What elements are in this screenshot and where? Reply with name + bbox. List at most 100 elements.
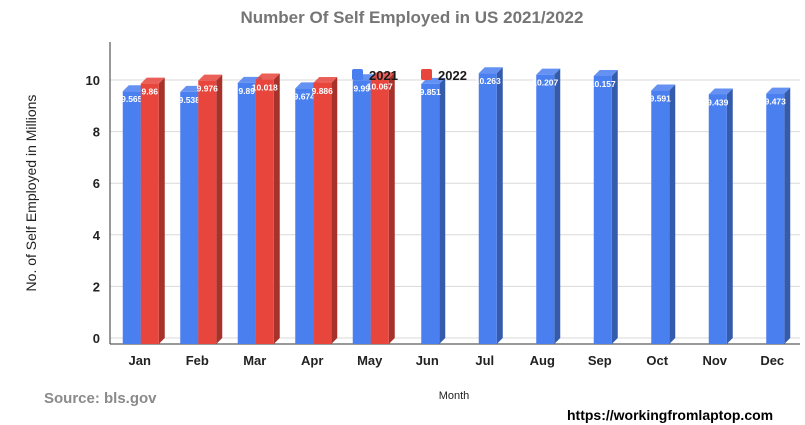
data-label: 9.86 xyxy=(141,87,158,97)
bar-2021-Sep: 10.157 xyxy=(590,69,618,344)
data-label: 10.207 xyxy=(532,78,558,88)
data-label: 9.565 xyxy=(121,94,143,104)
bar-side xyxy=(439,77,446,344)
bar-front xyxy=(140,83,159,344)
bar-side xyxy=(496,67,503,344)
bar-side xyxy=(158,77,165,344)
y-axis-label: No. of Self Employed in Millions xyxy=(23,95,39,292)
x-tick-label: May xyxy=(357,353,383,368)
bar-front xyxy=(593,75,612,344)
x-tick-label: Jan xyxy=(129,353,151,368)
data-label: 9.99 xyxy=(353,83,370,93)
bar-side xyxy=(388,72,395,345)
y-tick-label: 4 xyxy=(93,228,101,243)
data-label: 9.538 xyxy=(179,95,201,105)
bar-side xyxy=(331,76,338,345)
bar-2022-Jan: 9.86 xyxy=(140,77,165,344)
x-tick-label: Nov xyxy=(702,353,727,368)
bar-front xyxy=(370,78,389,345)
x-tick-label: Oct xyxy=(646,353,668,368)
bar-2021-Nov: 9.439 xyxy=(707,88,733,344)
data-label: 10.263 xyxy=(475,76,501,86)
bar-front xyxy=(237,82,256,344)
bar-front xyxy=(651,90,670,344)
data-label: 10.067 xyxy=(367,81,393,91)
data-label: 9.886 xyxy=(312,86,334,96)
bar-2022-Apr: 9.886 xyxy=(312,76,338,345)
site-url: https://workingfromlaptop.com xyxy=(567,407,773,423)
gridlines xyxy=(109,42,800,345)
bar-top xyxy=(536,68,561,75)
bar-side xyxy=(216,74,223,344)
legend-swatch-2021 xyxy=(352,69,363,80)
data-label: 9.976 xyxy=(197,84,219,94)
bar-front xyxy=(352,80,371,345)
bar-2021-Dec: 9.473 xyxy=(765,87,791,344)
data-label: 9.851 xyxy=(420,87,442,97)
x-tick-label: Jul xyxy=(475,353,494,368)
bar-2021-Jun: 9.851 xyxy=(420,77,446,344)
bar-2022-Feb: 9.976 xyxy=(197,74,223,344)
x-tick-label: Feb xyxy=(186,353,209,368)
bar-front xyxy=(180,91,199,344)
legend-label-2021: 2021 xyxy=(369,68,398,83)
x-tick-label: Mar xyxy=(243,353,266,368)
x-axis-ticks: Jan Feb Mar Apr May Jun Jul Aug Sep Oct Nov Dec xyxy=(129,353,785,368)
x-tick-label: Sep xyxy=(588,353,612,368)
bar-side xyxy=(611,69,618,344)
bar-side xyxy=(554,68,561,345)
bar-front xyxy=(122,91,141,345)
bar-2021-Oct: 9.591 xyxy=(650,84,676,345)
bar-side xyxy=(273,73,280,345)
y-tick-label: 2 xyxy=(93,279,100,294)
x-tick-label: Dec xyxy=(760,353,784,368)
y-tick-label: 6 xyxy=(93,176,100,191)
y-tick-label: 8 xyxy=(93,125,100,140)
legend: 2021 2022 xyxy=(352,68,467,83)
bar-side xyxy=(669,84,676,345)
x-axis-label: Month xyxy=(439,390,470,402)
bar-top xyxy=(593,69,618,76)
source-note: Source: bls.gov xyxy=(44,390,157,407)
bar-top xyxy=(313,76,338,83)
data-label: 9.439 xyxy=(707,97,729,107)
bar-side xyxy=(726,88,733,344)
bar-2022-May: 10.067 xyxy=(367,72,395,345)
bar-front xyxy=(708,94,727,344)
bar-front xyxy=(478,73,497,344)
bar-2022-Mar: 10.018 xyxy=(252,73,280,345)
bar-2021-Jul: 10.263 xyxy=(475,67,503,344)
data-label: 10.018 xyxy=(252,83,278,93)
bar-2021-Aug: 10.207 xyxy=(532,68,561,345)
bar-top xyxy=(766,87,791,94)
bar-top xyxy=(370,72,395,79)
legend-swatch-2022 xyxy=(421,69,432,80)
bar-front xyxy=(766,93,785,344)
x-tick-label: Aug xyxy=(530,353,555,368)
bar-front xyxy=(198,80,217,344)
data-label: 9.591 xyxy=(650,94,672,104)
bar-top xyxy=(140,77,165,84)
data-label: 9.473 xyxy=(765,97,787,107)
bar-front xyxy=(536,74,555,345)
bar-front xyxy=(313,82,332,345)
y-axis-ticks: 0 2 4 6 8 10 xyxy=(86,73,101,346)
data-label: 10.157 xyxy=(590,79,616,89)
bar-top xyxy=(478,67,503,74)
y-tick-label: 0 xyxy=(93,331,100,346)
bar-top xyxy=(198,74,223,81)
bar-top xyxy=(651,84,676,91)
bar-front xyxy=(255,79,274,345)
data-label: 9.674 xyxy=(294,91,316,101)
data-label: 9.89 xyxy=(238,86,255,96)
x-tick-label: Jun xyxy=(416,353,439,368)
x-tick-label: Apr xyxy=(301,353,323,368)
bar-side xyxy=(784,87,791,344)
bar-top xyxy=(255,73,280,80)
bar-front xyxy=(421,83,440,344)
legend-label-2022: 2022 xyxy=(438,68,467,83)
bar-front xyxy=(295,88,314,344)
bar-top xyxy=(708,88,733,95)
